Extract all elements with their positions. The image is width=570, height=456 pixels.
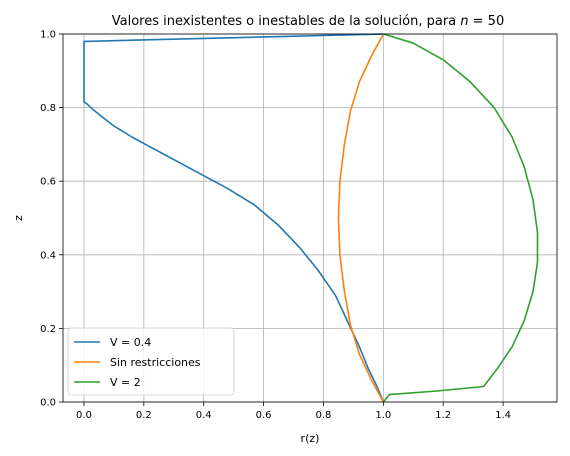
y-tick-label: 0.6 [40,177,56,188]
x-tick-label: 0.0 [76,410,92,421]
y-tick-label: 0.8 [40,103,56,114]
x-tick-label: 0.2 [136,410,152,421]
x-tick-label: 1.0 [375,410,391,421]
y-tick-label: 0.0 [40,398,56,409]
legend: V = 0.4 Sin restricciones V = 2 [67,327,235,396]
series-line-2 [337,33,385,403]
series-line-1 [83,33,385,403]
legend-label-1: V = 0.4 [110,336,151,349]
plot-lines [83,33,539,403]
x-tick-label: 0.4 [196,410,212,421]
series-line-3 [382,33,539,403]
legend-label-2: Sin restricciones [110,356,201,369]
chart-title: Valores inexistentes o inestables de la … [112,14,504,29]
x-tick-label: 0.6 [256,410,272,421]
y-tick-label: 0.2 [40,324,56,335]
x-tick-label: 0.8 [316,410,332,421]
legend-label-3: V = 2 [110,376,141,389]
x-tick-label: 1.4 [495,410,511,421]
legend-box [67,327,235,396]
x-axis-label: r(z) [301,432,320,445]
y-axis-ticks: 0.0 0.2 0.4 0.6 0.8 1.0 [40,30,63,409]
y-axis-label: z [12,215,25,221]
y-tick-label: 0.4 [40,250,56,261]
x-tick-label: 1.2 [435,410,451,421]
x-axis-ticks: 0.0 0.2 0.4 0.6 0.8 1.0 1.2 1.4 [76,402,511,421]
plot-area-frame [62,33,558,403]
y-tick-label: 1.0 [40,30,56,41]
